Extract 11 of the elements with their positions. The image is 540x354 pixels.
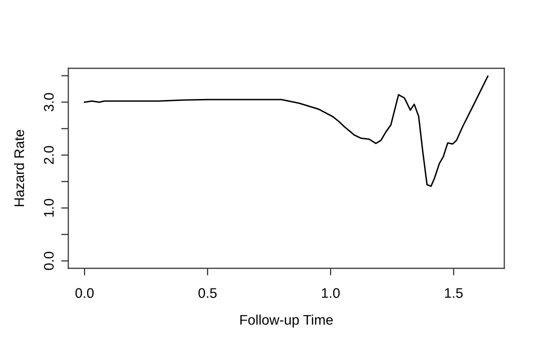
x-tick-label: 0.5 bbox=[198, 288, 217, 298]
y-tick-label: 1.0 bbox=[44, 198, 54, 217]
x-tick-label: 0.0 bbox=[75, 288, 94, 298]
y-tick-label: 3.0 bbox=[44, 93, 54, 112]
line-series bbox=[84, 76, 489, 187]
y-axis-title: Hazard Rate bbox=[14, 130, 24, 206]
x-tick-label: 1.5 bbox=[445, 288, 463, 298]
x-tick-label: 1.0 bbox=[322, 288, 340, 298]
y-tick-label: 0.0 bbox=[44, 252, 54, 270]
y-tick-label: 2.0 bbox=[44, 146, 54, 164]
x-axis-title: Follow-up Time bbox=[240, 314, 333, 328]
